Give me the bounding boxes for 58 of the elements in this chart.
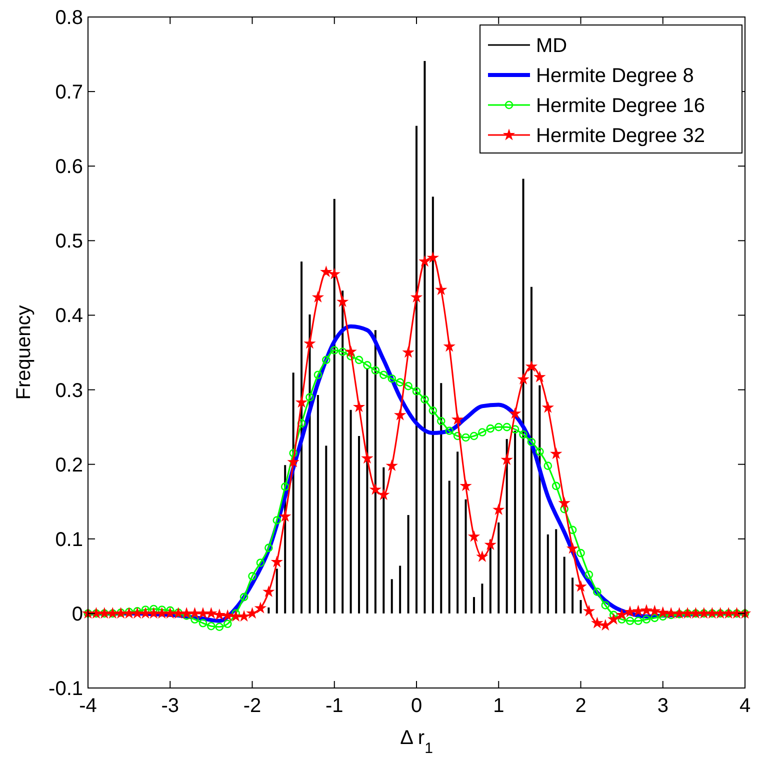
x-axis-title: Δ r$_{1}$	[400, 727, 433, 756]
legend-label: MD	[536, 35, 568, 57]
bar	[456, 452, 459, 614]
bar	[530, 286, 532, 614]
x-tick-label: 1	[493, 695, 504, 717]
bar	[440, 383, 442, 614]
y-axis-title: Frequency	[13, 305, 35, 400]
bar	[407, 515, 410, 614]
legend-label: Hermite Degree 8	[536, 65, 694, 87]
bar	[382, 467, 385, 614]
legend-label: Hermite Degree 32	[536, 125, 705, 147]
y-tick-label: 0.2	[55, 454, 83, 476]
bar	[342, 290, 344, 614]
bar	[472, 597, 475, 614]
y-tick-label: 0.1	[55, 528, 83, 551]
y-tick-label: 0.8	[55, 7, 83, 29]
bar	[432, 196, 434, 614]
bar	[481, 584, 484, 614]
y-tick-label: 0	[72, 603, 83, 626]
bar	[316, 394, 319, 614]
legend-label: Hermite Degree 16	[536, 95, 705, 117]
bar	[325, 446, 328, 614]
x-tick-label: 4	[739, 695, 751, 717]
bar	[572, 578, 574, 614]
y-tick-label: 0.5	[55, 230, 83, 253]
y-tick-label: 0.7	[55, 82, 83, 104]
y-tick-label: 0.4	[55, 305, 83, 328]
y-tick-label: 0.6	[55, 156, 83, 178]
bar	[448, 480, 450, 614]
bar	[538, 385, 541, 614]
bar	[464, 499, 467, 614]
bar	[555, 529, 558, 614]
x-tick-label: 3	[657, 695, 668, 717]
bar	[522, 178, 524, 614]
bar	[514, 430, 516, 614]
bar	[399, 566, 402, 614]
bar	[374, 330, 376, 614]
bar	[416, 126, 418, 614]
bar	[563, 556, 566, 614]
x-tick-label: -3	[161, 695, 180, 717]
x-tick-label: -2	[243, 695, 262, 717]
bar	[580, 600, 582, 614]
bar	[276, 568, 278, 614]
x-tick-label: -1	[325, 695, 344, 717]
bar	[333, 198, 336, 614]
bar	[358, 436, 360, 614]
bar	[268, 607, 270, 614]
bar	[350, 410, 352, 614]
bar	[390, 579, 393, 614]
y-tick-label: 0.3	[55, 380, 83, 402]
bar	[424, 60, 426, 614]
x-tick-label: 2	[575, 695, 586, 717]
x-tick-label: 0	[410, 695, 422, 717]
bar	[366, 368, 368, 614]
bar	[498, 522, 500, 614]
bar	[506, 438, 508, 614]
bar	[546, 534, 549, 614]
bar	[300, 262, 303, 614]
